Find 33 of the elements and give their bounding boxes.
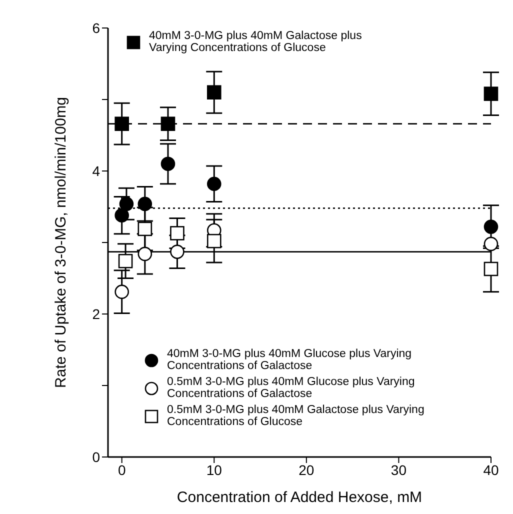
point (119, 196, 134, 212)
point (484, 220, 498, 234)
y-tick-label: 4 (92, 162, 100, 179)
point (206, 85, 222, 100)
point (170, 244, 184, 259)
x-axis-title: Concentration of Added Hexose, mM (176, 489, 422, 506)
point (138, 196, 152, 212)
point (170, 226, 184, 240)
point (484, 236, 498, 252)
point (484, 86, 498, 101)
point (114, 208, 129, 222)
y-tick-label: 6 (92, 20, 100, 36)
x-tick-label: 30 (390, 462, 407, 478)
x-tick-label: 20 (298, 462, 314, 478)
legend-label: 40mM 3-0-MG plus 40mM Glucose plus Varying Concentrations of Galactose (167, 348, 413, 372)
legend-label: 0.5mM 3-0-MG plus 40mM Glucose plus Varying Concentrations of Galactose (167, 376, 416, 400)
point (160, 156, 176, 171)
point (206, 234, 222, 248)
point (138, 246, 152, 262)
x-tick-label: 10 (206, 462, 222, 478)
point (114, 116, 129, 131)
x-tick-label: 0 (118, 462, 126, 478)
point (484, 262, 498, 276)
legend-label: 40mM 3-0-MG plus 40mM Galactose plus Varying Concentrations of Glucose (149, 30, 363, 54)
y-tick-label: 2 (92, 306, 100, 322)
point (118, 254, 133, 268)
point (206, 176, 222, 192)
y-axis-title: Rate of Uptake of 3-0-MG, nmol/min/100mg (52, 97, 70, 388)
x-tick-label: 40 (483, 462, 499, 478)
point (114, 284, 129, 299)
y-tick-label: 0 (92, 448, 100, 465)
legend-label: 0.5mM 3-0-MG plus 40mM Galactose plus Varying Concentrations of Glucose (167, 404, 426, 428)
point (160, 116, 176, 131)
